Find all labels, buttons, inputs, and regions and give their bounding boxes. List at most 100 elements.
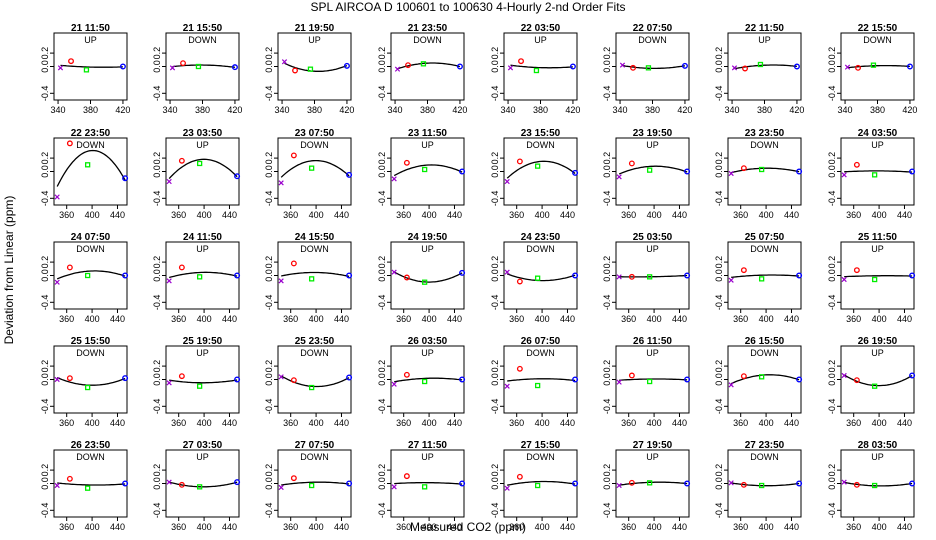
fit-curve xyxy=(168,158,238,180)
y-tick-label: -0.4 xyxy=(377,191,387,207)
data-point-blue xyxy=(231,64,238,71)
x-tick-label: 360 xyxy=(283,210,298,220)
x-tick-label: 400 xyxy=(535,314,550,324)
y-tick-label: 0.0 xyxy=(827,60,837,73)
data-point-blue xyxy=(343,62,350,69)
x-tick-label: 400 xyxy=(535,418,550,428)
data-point-red xyxy=(853,377,860,384)
y-tick-label: 0.2 xyxy=(714,152,724,165)
direction-label: UP xyxy=(871,348,884,358)
panel-title: 23 11:50 xyxy=(408,128,447,139)
y-tick-label: 0.2 xyxy=(602,256,612,269)
x-tick-label: 400 xyxy=(309,314,324,324)
x-tick-label: 440 xyxy=(672,210,687,220)
y-tick-label: -0.4 xyxy=(152,191,162,207)
data-point-purple xyxy=(616,274,622,280)
data-point-red xyxy=(518,58,524,65)
x-tick-label: 360 xyxy=(509,522,524,532)
data-point-blue xyxy=(796,168,803,175)
x-tick-label: 400 xyxy=(422,314,437,324)
data-point-green xyxy=(421,378,428,385)
fit-curve xyxy=(619,378,688,381)
y-tick-label: 0.0 xyxy=(490,477,500,490)
data-point-red xyxy=(68,58,74,65)
y-tick-label: 0.0 xyxy=(827,373,837,386)
x-tick-label: 400 xyxy=(197,210,212,220)
y-tick-label: 0.2 xyxy=(827,464,837,477)
panel-title: 22 03:50 xyxy=(521,23,561,34)
data-point-red xyxy=(178,373,185,380)
y-tick-label: 0.2 xyxy=(377,47,387,60)
x-tick-label: 440 xyxy=(672,418,687,428)
panel-title: 24 03:50 xyxy=(858,128,898,139)
fit-curve xyxy=(169,271,238,279)
panel-title: 26 11:50 xyxy=(633,336,672,347)
y-tick-label: 0.0 xyxy=(602,165,612,178)
fit-curve xyxy=(284,62,348,72)
x-tick-label: 360 xyxy=(396,210,411,220)
data-point-red xyxy=(630,64,636,71)
data-point-red xyxy=(516,278,523,285)
direction-label: UP xyxy=(308,35,321,45)
direction-label: UP xyxy=(421,140,434,150)
data-point-purple xyxy=(166,178,172,185)
y-tick-label: 0.2 xyxy=(40,256,50,269)
x-tick-label: 360 xyxy=(59,314,74,324)
panel-title: 27 07:50 xyxy=(295,440,335,451)
y-tick-label: -0.4 xyxy=(40,399,50,415)
fit-curve xyxy=(56,149,126,187)
data-point-purple xyxy=(278,278,284,284)
data-point-green xyxy=(646,480,653,486)
panel-title: 23 19:50 xyxy=(633,128,673,139)
data-point-green xyxy=(646,274,653,280)
x-tick-label: 400 xyxy=(647,522,662,532)
x-tick-label: 440 xyxy=(222,522,237,532)
data-point-purple xyxy=(391,176,397,182)
x-tick-label: 400 xyxy=(422,210,437,220)
y-tick-label: 0.0 xyxy=(40,269,50,282)
data-point-blue xyxy=(684,272,691,279)
panel-title: 28 03:50 xyxy=(858,440,898,451)
data-point-green xyxy=(758,166,765,173)
y-tick-label: 0.2 xyxy=(827,256,837,269)
y-tick-label: -0.4 xyxy=(264,86,274,102)
panel-title: 22 11:50 xyxy=(745,23,784,34)
direction-label: DOWN xyxy=(526,452,555,462)
panel-title: 24 19:50 xyxy=(408,232,448,243)
data-point-blue xyxy=(572,272,579,279)
x-tick-label: 440 xyxy=(672,314,687,324)
fit-curve xyxy=(619,481,688,486)
x-tick-label: 440 xyxy=(560,314,575,324)
x-tick-label: 420 xyxy=(339,105,354,115)
panel-title: 24 23:50 xyxy=(521,232,561,243)
data-point-red xyxy=(403,159,410,166)
direction-label: UP xyxy=(871,452,884,462)
data-point-purple xyxy=(57,65,64,71)
panel-title: 27 03:50 xyxy=(183,440,223,451)
y-tick-label: 0.0 xyxy=(827,477,837,490)
data-point-blue xyxy=(122,375,129,382)
y-tick-label: 0.2 xyxy=(40,464,50,477)
data-point-blue xyxy=(346,272,353,279)
data-point-blue xyxy=(909,168,916,175)
x-tick-label: 420 xyxy=(452,105,467,115)
x-tick-label: 400 xyxy=(759,210,774,220)
x-tick-label: 400 xyxy=(759,418,774,428)
direction-label: DOWN xyxy=(750,244,779,254)
data-point-purple xyxy=(391,269,397,275)
y-tick-label: 0.0 xyxy=(490,373,500,386)
x-tick-label: 380 xyxy=(307,105,322,115)
fit-curve xyxy=(619,274,688,278)
data-point-blue xyxy=(119,63,126,70)
